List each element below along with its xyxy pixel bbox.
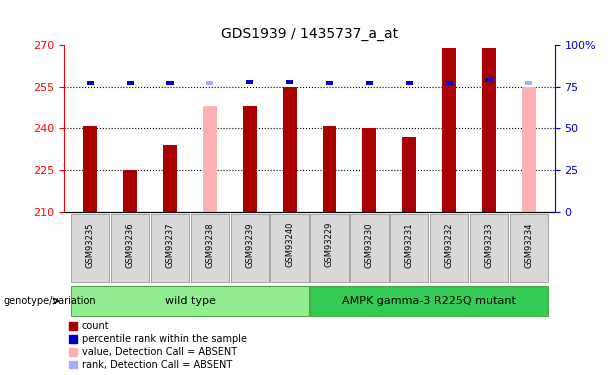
Bar: [326, 81, 333, 86]
Text: GSM93232: GSM93232: [444, 222, 454, 268]
Bar: [243, 106, 257, 212]
Legend: count, percentile rank within the sample, value, Detection Call = ABSENT, rank, : count, percentile rank within the sample…: [69, 321, 247, 370]
Bar: [406, 81, 413, 86]
FancyBboxPatch shape: [270, 214, 309, 282]
Bar: [362, 128, 376, 212]
FancyBboxPatch shape: [151, 214, 189, 282]
Bar: [322, 126, 337, 212]
Text: GSM93229: GSM93229: [325, 222, 334, 267]
Bar: [442, 48, 456, 212]
Bar: [522, 87, 536, 212]
FancyBboxPatch shape: [470, 214, 508, 282]
Text: GSM93230: GSM93230: [365, 222, 374, 268]
Bar: [71, 286, 309, 316]
Text: GSM93238: GSM93238: [205, 222, 215, 268]
FancyBboxPatch shape: [350, 214, 389, 282]
Bar: [283, 87, 297, 212]
Text: AMPK gamma-3 R225Q mutant: AMPK gamma-3 R225Q mutant: [342, 296, 516, 306]
Text: GSM93233: GSM93233: [484, 222, 493, 268]
FancyBboxPatch shape: [111, 214, 150, 282]
FancyBboxPatch shape: [310, 214, 349, 282]
FancyBboxPatch shape: [390, 214, 428, 282]
Bar: [123, 170, 137, 212]
Title: GDS1939 / 1435737_a_at: GDS1939 / 1435737_a_at: [221, 27, 398, 41]
Bar: [525, 81, 533, 86]
Text: GSM93236: GSM93236: [126, 222, 135, 268]
Bar: [482, 48, 496, 212]
Bar: [446, 81, 452, 86]
Bar: [310, 286, 548, 316]
Text: wild type: wild type: [164, 296, 215, 306]
FancyBboxPatch shape: [430, 214, 468, 282]
FancyBboxPatch shape: [510, 214, 548, 282]
Bar: [126, 81, 134, 86]
Text: GSM93231: GSM93231: [405, 222, 414, 268]
Bar: [203, 106, 217, 212]
Text: GSM93234: GSM93234: [524, 222, 533, 268]
Text: genotype/variation: genotype/variation: [3, 296, 96, 306]
Bar: [83, 126, 97, 212]
Bar: [286, 80, 293, 84]
Bar: [86, 81, 94, 86]
FancyBboxPatch shape: [71, 214, 109, 282]
FancyBboxPatch shape: [191, 214, 229, 282]
Bar: [246, 80, 253, 84]
Text: GSM93235: GSM93235: [86, 222, 95, 268]
FancyBboxPatch shape: [230, 214, 269, 282]
Bar: [366, 81, 373, 86]
Bar: [167, 81, 173, 86]
Text: GSM93239: GSM93239: [245, 222, 254, 268]
Bar: [402, 137, 416, 212]
Bar: [485, 78, 493, 82]
Text: GSM93240: GSM93240: [285, 222, 294, 267]
Text: GSM93237: GSM93237: [166, 222, 175, 268]
Bar: [163, 145, 177, 212]
Bar: [207, 81, 213, 86]
